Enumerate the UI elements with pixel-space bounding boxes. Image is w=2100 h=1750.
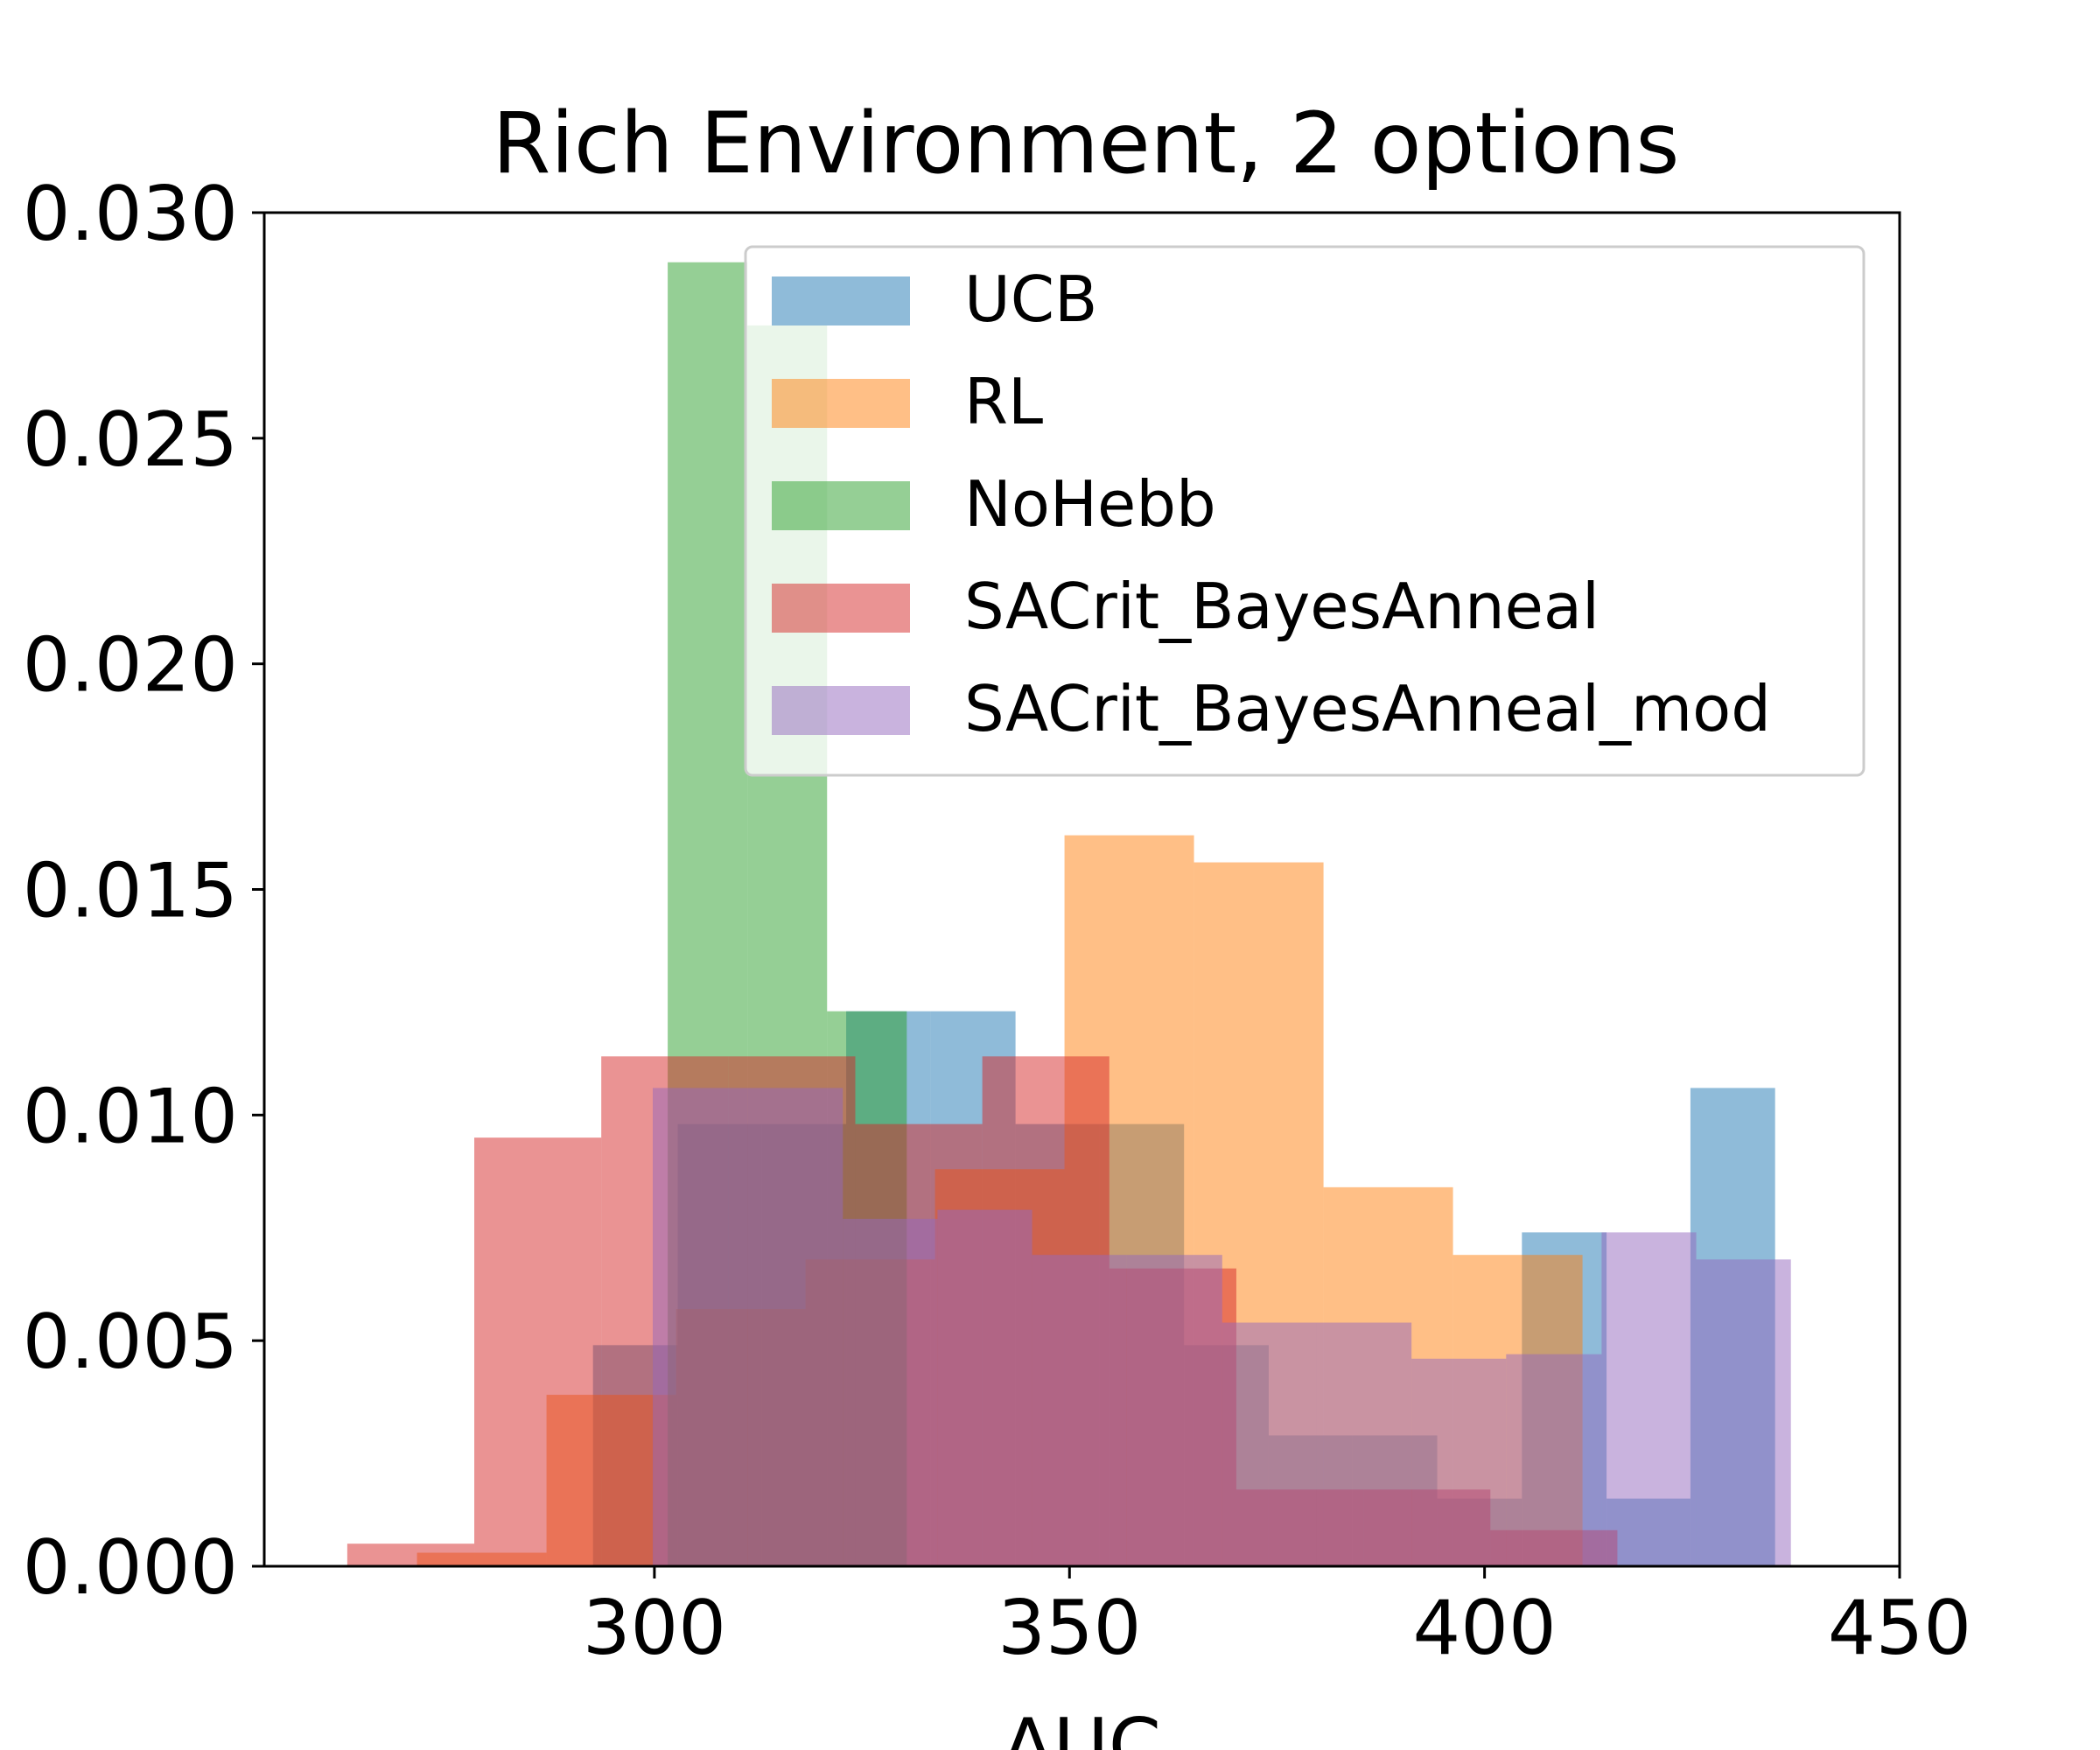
bar-SACrit_BayesAnneal_mod-4 (1032, 1255, 1127, 1566)
bar-SACrit_BayesAnneal_mod-7 (1316, 1322, 1412, 1566)
y-axis: 0.000 0.005 0.010 0.015 0.020 0.025 0.030 (23, 171, 264, 1612)
y-tick-label-0.005: 0.005 (23, 1298, 238, 1386)
legend-swatch-RL (772, 379, 910, 428)
legend-label-UCB: UCB (964, 262, 1097, 336)
bar-SACrit_BayesAnneal_mod-3 (937, 1209, 1032, 1566)
y-tick-label-0.010: 0.010 (23, 1073, 238, 1160)
bar-SACrit_BayesAnneal_mod-9 (1506, 1354, 1602, 1566)
chart-title: Rich Environment, 2 options (493, 94, 1680, 192)
legend-label-RL: RL (964, 365, 1043, 438)
legend-label-NoHebb: NoHebb (964, 467, 1216, 541)
bar-SACrit_BayesAnneal_mod-6 (1222, 1322, 1317, 1566)
bar-SACrit_BayesAnneal-0 (346, 1544, 475, 1566)
bar-SACrit_BayesAnneal_mod-11 (1696, 1259, 1791, 1566)
legend-swatch-UCB (772, 276, 910, 326)
y-tick-label-0.000: 0.000 (23, 1524, 238, 1612)
y-tick-label-0.020: 0.020 (23, 622, 238, 710)
x-tick-label-300: 300 (583, 1585, 726, 1672)
series-SACrit_BayesAnneal_mod (653, 1088, 1791, 1566)
bar-SACrit_BayesAnneal_mod-10 (1601, 1232, 1697, 1566)
x-axis-label: AUC (1002, 1703, 1161, 1750)
bar-SACrit_BayesAnneal_mod-2 (843, 1218, 938, 1566)
x-axis: 300 350 400 450 (583, 1566, 1971, 1672)
legend-swatch-SACrit_BayesAnneal_mod (772, 686, 910, 735)
bar-SACrit_BayesAnneal-1 (474, 1138, 602, 1566)
y-tick-label-0.025: 0.025 (23, 396, 238, 484)
bar-SACrit_BayesAnneal_mod-5 (1126, 1255, 1222, 1566)
x-tick-label-450: 450 (1828, 1585, 1971, 1672)
x-tick-label-400: 400 (1413, 1585, 1557, 1672)
legend-swatch-NoHebb (772, 481, 910, 530)
bar-SACrit_BayesAnneal_mod-1 (747, 1088, 844, 1566)
legend: UCB RL NoHebb SACrit_BayesAnneal SACrit_Baye… (744, 245, 1866, 777)
y-tick-label-0.030: 0.030 (23, 171, 238, 258)
legend-box (744, 245, 1866, 777)
legend-label-SACrit_BayesAnneal_mod: SACrit_BayesAnneal_mod (964, 672, 1771, 746)
legend-label-SACrit_BayesAnneal: SACrit_BayesAnneal (964, 570, 1600, 643)
legend-swatch-SACrit_BayesAnneal (772, 584, 910, 633)
x-tick-label-350: 350 (998, 1585, 1141, 1672)
histogram-bars (346, 262, 1791, 1567)
y-tick-label-0.015: 0.015 (23, 848, 238, 935)
bar-SACrit_BayesAnneal_mod-8 (1411, 1358, 1507, 1566)
bar-SACrit_BayesAnneal_mod-0 (653, 1088, 748, 1566)
